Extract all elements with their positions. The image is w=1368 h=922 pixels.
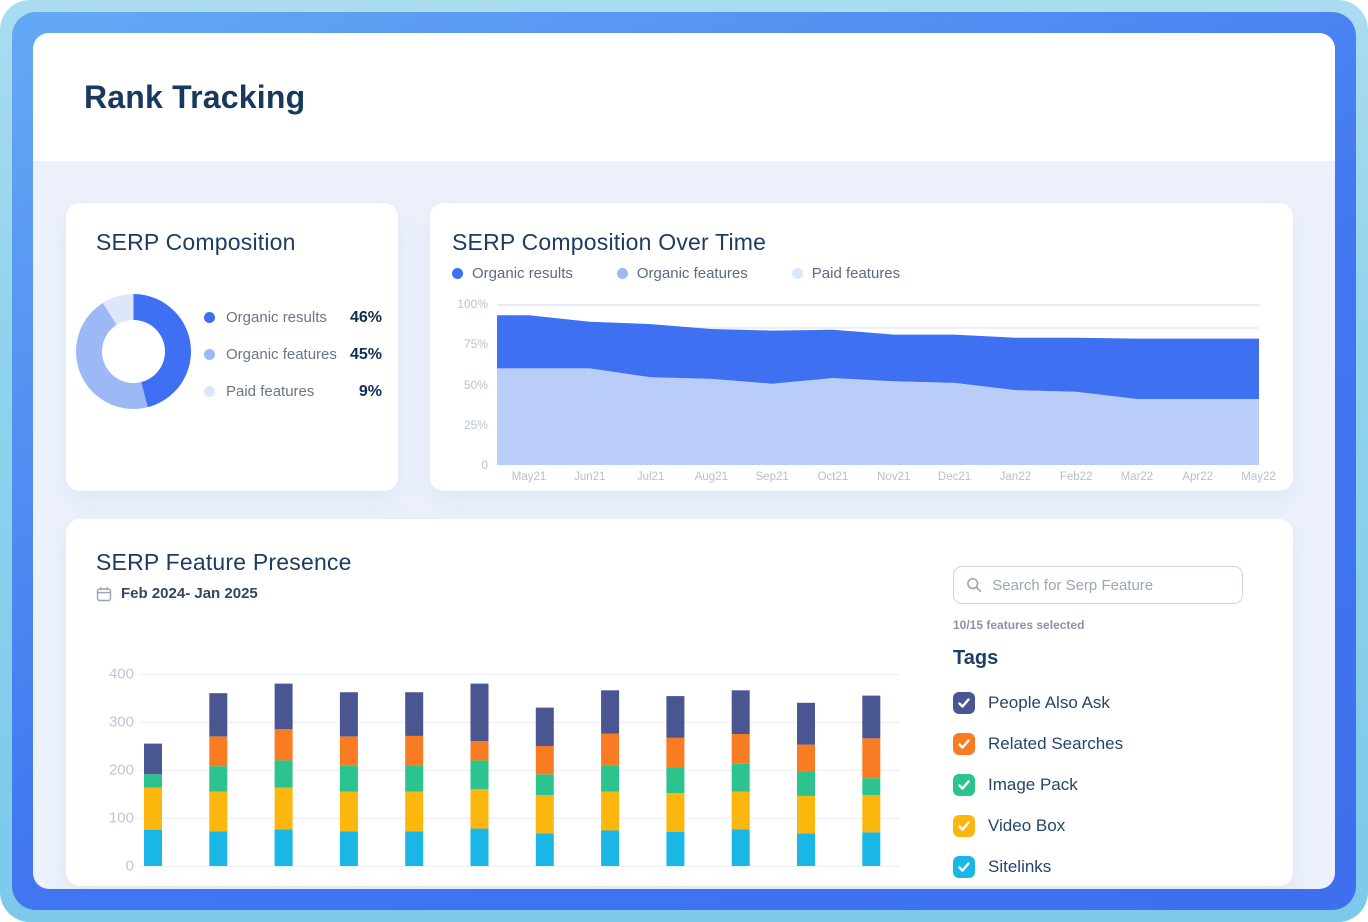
tag-row[interactable]: Video Box	[953, 805, 1243, 846]
checkmark-icon	[958, 738, 970, 749]
search-input[interactable]	[992, 576, 1230, 594]
tag-label: Video Box	[988, 815, 1066, 835]
tag-checkbox[interactable]	[953, 814, 975, 837]
serp-composition-donut-chart	[76, 294, 191, 409]
legend-item: Organic features 45%	[204, 336, 382, 373]
tag-checkbox[interactable]	[953, 691, 975, 714]
legend-item: Paid features	[791, 265, 901, 282]
main-area: SERP Composition Organic results 46% Organ…	[33, 161, 1335, 886]
x-tick-label: Sep21	[755, 471, 789, 483]
tag-label: People Also Ask	[988, 692, 1110, 712]
tag-row[interactable]: People Also Ask	[953, 682, 1243, 723]
y-tick-label: 300	[108, 713, 134, 731]
calendar-icon	[96, 586, 112, 601]
tag-checkbox[interactable]	[953, 773, 975, 796]
tag-row[interactable]: Sitelinks	[953, 846, 1243, 887]
x-tick-label: Jul21	[636, 471, 665, 483]
x-tick-label: Aug21	[694, 471, 728, 483]
x-tick-label: Jan22	[999, 471, 1031, 483]
legend-value: 46%	[349, 308, 382, 326]
area-chart-x-axis: May21 Jun21 Jul21 Aug21 Sep21 Oct21 Nov21 Dec21…	[497, 471, 1276, 485]
legend-dot	[204, 386, 215, 397]
date-range-text: Feb 2024- Jan 2025	[121, 585, 258, 602]
legend-dot	[204, 312, 215, 323]
legend-dot	[204, 349, 215, 360]
area-chart	[497, 304, 1259, 465]
legend-item: Organic results	[452, 265, 573, 282]
feature-presence-title: SERP Feature Presence	[96, 549, 352, 575]
tags-heading: Tags	[953, 647, 999, 669]
legend-label: Organic results	[226, 309, 327, 326]
legend-item: Paid features 9%	[204, 373, 382, 410]
y-tick-label: 0	[125, 857, 134, 875]
x-tick-label: Feb22	[1059, 471, 1093, 483]
area-chart-legend: Organic results Organic features Paid feat…	[452, 265, 900, 282]
tag-label: Related Searches	[988, 733, 1124, 753]
search-icon	[967, 578, 982, 593]
x-tick-label: Oct21	[817, 471, 849, 483]
legend-dot	[452, 268, 463, 279]
serp-feature-search[interactable]	[953, 566, 1243, 604]
y-tick-label: 75%	[463, 337, 488, 352]
x-tick-label: Apr22	[1182, 471, 1214, 483]
serp-over-time-title: SERP Composition Over Time	[452, 229, 767, 255]
checkmark-icon	[958, 697, 970, 708]
y-tick-label: 25%	[463, 417, 488, 432]
legend-label: Paid features	[226, 383, 315, 400]
tag-checkbox[interactable]	[953, 732, 975, 755]
x-tick-label: Mar22	[1120, 471, 1154, 483]
y-tick-label: 100	[108, 809, 134, 827]
tags-list: People Also Ask Related Searches Image Pac…	[953, 682, 1243, 887]
y-tick-label: 0	[481, 458, 488, 472]
donut-hole	[102, 320, 165, 383]
checkmark-icon	[958, 820, 970, 831]
x-tick-label: May21	[511, 471, 547, 483]
serp-composition-legend: Organic results 46% Organic features 45% Pai…	[204, 299, 382, 410]
x-tick-label: Jun21	[574, 471, 606, 483]
tag-checkbox[interactable]	[953, 855, 975, 878]
y-tick-label: 200	[108, 761, 134, 779]
serp-over-time-card: SERP Composition Over Time Organic resul…	[430, 203, 1293, 491]
checkmark-icon	[958, 779, 970, 790]
tag-label: Image Pack	[988, 774, 1078, 794]
tag-row[interactable]: Related Searches	[953, 723, 1243, 764]
y-tick-label: 50%	[463, 377, 488, 392]
features-selected-count: 10/15 features selected	[953, 618, 1085, 632]
x-tick-label: Nov21	[877, 471, 911, 483]
legend-label: Organic features	[226, 346, 337, 363]
y-tick-label: 400	[108, 665, 134, 683]
y-tick-label: 100%	[457, 297, 488, 311]
app-header: Rank Tracking	[33, 33, 1335, 161]
legend-label: Organic features	[636, 265, 748, 282]
bar-chart	[140, 674, 900, 867]
feature-presence-card: SERP Feature Presence Feb 2024- Jan 2025…	[66, 519, 1293, 886]
serp-composition-title: SERP Composition	[96, 229, 296, 255]
page-title: Rank Tracking	[84, 78, 306, 115]
legend-label: Paid features	[811, 265, 901, 282]
tag-row[interactable]: Image Pack	[953, 764, 1243, 805]
date-range-picker[interactable]: Feb 2024- Jan 2025	[96, 585, 258, 602]
x-tick-label: May22	[1241, 471, 1276, 483]
legend-item: Organic results 46%	[204, 299, 382, 336]
page: Rank Tracking SERP Composition Organic r…	[33, 33, 1335, 889]
legend-label: Organic results	[472, 265, 573, 282]
legend-value: 9%	[358, 382, 382, 400]
legend-value: 45%	[349, 345, 382, 363]
checkmark-icon	[958, 861, 970, 872]
legend-dot	[616, 268, 628, 279]
legend-item: Organic features	[616, 265, 748, 282]
x-tick-label: Dec21	[937, 471, 972, 483]
legend-dot	[791, 268, 803, 279]
window-frame-inner: Rank Tracking SERP Composition Organic r…	[12, 12, 1356, 910]
tag-label: Sitelinks	[988, 856, 1052, 876]
serp-composition-card: SERP Composition Organic results 46% Organ…	[66, 203, 398, 491]
